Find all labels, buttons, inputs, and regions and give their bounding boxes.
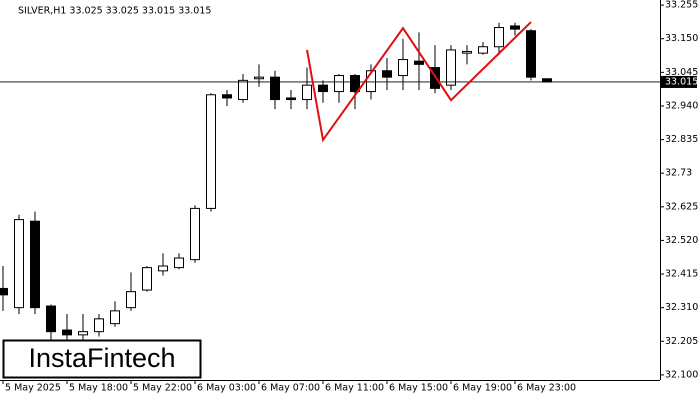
candle-body [478,46,488,54]
y-tick-label: 33.045 [665,67,698,78]
candle-body [142,267,152,291]
x-tick-label: 5 May 18:00 [69,383,128,394]
y-tick-label: 32.310 [665,302,698,313]
chart-title: SILVER,H1 33.025 33.025 33.015 33.015 [18,6,211,17]
candle-body [174,257,184,269]
candle-body [158,265,168,272]
candle-body [46,305,56,333]
x-tick-label: 6 May 23:00 [517,383,576,394]
watermark-box [2,339,202,379]
candle-body [494,27,504,48]
last-price-label: 33.015 [665,76,698,87]
x-tick-label: 6 May 15:00 [389,383,448,394]
candle-body [382,70,392,78]
candle-body [350,75,360,93]
candle-body [206,94,216,209]
candle-body [334,75,344,93]
candle-body [398,59,408,77]
candle-body [222,94,232,99]
y-tick-label: 32.73 [665,168,692,179]
candle-body [30,220,40,309]
candle-body [462,51,472,54]
candle-body [414,60,424,65]
y-tick-label: 32.415 [665,269,698,280]
candle-body [286,97,296,101]
candle-body [366,70,376,93]
y-tick-label: 33.150 [665,33,698,44]
candle-body [254,76,264,80]
x-tick-label: 5 May 2025 [5,383,61,394]
x-tick-label: 6 May 03:00 [197,383,256,394]
candle-body [110,310,120,325]
watermark: InstaFintech [28,343,175,373]
candle-body [302,84,312,101]
y-tick-label: 32.625 [665,201,698,212]
candle-body [238,79,248,101]
x-tick-label: 5 May 22:00 [133,383,192,394]
candle-body [510,25,520,30]
pattern-line [306,21,532,143]
candle-body [446,49,456,86]
y-tick-label: 32.520 [665,235,698,246]
candle-body [126,291,136,309]
candle-body [78,331,88,336]
candle-body [94,318,104,333]
candle-body [526,30,536,78]
x-tick-label: 6 May 11:00 [325,383,384,394]
candle-body [190,207,200,261]
x-tick-label: 6 May 19:00 [453,383,512,394]
candle-body [542,78,552,83]
x-tick-label: 6 May 07:00 [261,383,320,394]
y-tick-label: 32.835 [665,134,698,145]
y-tick-label: 32.205 [665,336,698,347]
candle-body [318,84,328,93]
y-tick-label: 32.940 [665,100,698,111]
candle-body [14,219,24,309]
y-tick-label: 32.100 [665,369,698,380]
y-tick-label: 33.255 [665,0,698,11]
candle-body [0,287,8,296]
candle-body [270,76,280,101]
candle-body [62,329,72,336]
last-price-box [661,75,697,88]
